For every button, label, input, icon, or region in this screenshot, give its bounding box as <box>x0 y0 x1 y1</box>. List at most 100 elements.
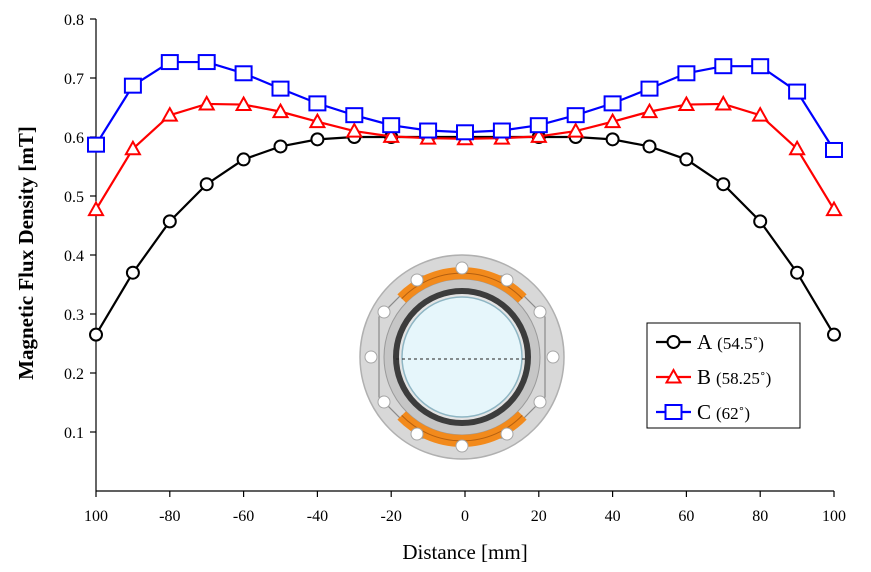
series-b-point <box>271 102 290 119</box>
series-a-point <box>642 139 657 154</box>
y-tick-label: 0.4 <box>64 248 84 265</box>
series-b-point <box>825 200 843 217</box>
series-a-point <box>790 265 805 280</box>
legend-entry-c: C (62˚) <box>656 400 750 424</box>
series-c-point <box>714 58 733 75</box>
legend-series-angle: (54.5˚) <box>717 334 764 353</box>
series-c <box>87 54 843 158</box>
series-b-point <box>161 106 179 122</box>
x-axis-title: Distance [mm] <box>402 540 527 564</box>
series-b-point <box>124 139 142 156</box>
series-c-point <box>271 80 290 97</box>
series-a-point <box>605 132 620 147</box>
legend-marker <box>664 404 683 420</box>
legend-label: A (54.5˚) <box>697 330 764 354</box>
legend-series-name: A <box>697 330 713 354</box>
x-tick-label: -60 <box>233 508 254 525</box>
x-tick-label: 100 <box>84 508 108 525</box>
series-c-point <box>603 95 622 112</box>
series-b-point <box>751 106 769 122</box>
legend-entry-a: A (54.5˚) <box>656 330 764 354</box>
series-a-point <box>827 327 841 342</box>
series-c-point <box>751 58 770 75</box>
series-c-point <box>382 117 401 134</box>
series-c-point <box>677 65 696 82</box>
series-a-point <box>753 214 768 229</box>
y-tick-label: 0.5 <box>64 189 84 206</box>
series-a-point <box>310 132 325 147</box>
y-tick-label: 0.8 <box>64 12 84 29</box>
series-c-point <box>197 54 216 71</box>
series-c-point <box>566 107 585 124</box>
legend: A (54.5˚) B (58.25˚) C (62˚) <box>646 322 801 429</box>
x-tick-label: 100 <box>822 508 846 525</box>
x-tick-label: -20 <box>381 508 402 525</box>
legend-entries: A (54.5˚) B (58.25˚) C (62˚) <box>656 330 771 424</box>
series-c-point <box>788 83 807 100</box>
x-tick-label: 60 <box>678 508 694 525</box>
y-tick-label: 0.6 <box>64 130 84 147</box>
y-ticks: 0.1 0.2 0.3 0.4 0.5 0.6 0.7 0.8 <box>64 12 96 442</box>
series-a-point <box>125 265 140 280</box>
series-a-point <box>679 152 694 167</box>
axes: 0.1 0.2 0.3 0.4 0.5 0.6 0.7 0.8 100 -80 -60 -40 -20… <box>64 12 846 525</box>
legend-series-name: B <box>697 365 711 389</box>
series-c-point <box>456 124 474 141</box>
series-a-point <box>273 139 288 154</box>
y-tick-label: 0.2 <box>64 366 84 383</box>
series-b-point <box>788 139 806 156</box>
x-ticks: 100 -80 -60 -40 -20 0 20 40 60 80 100 <box>84 491 846 525</box>
legend-series-angle: (62˚) <box>716 404 750 423</box>
series-c-point <box>529 117 548 134</box>
series-b-point <box>714 94 733 111</box>
y-tick-label: 0.3 <box>64 307 84 324</box>
x-tick-label: 80 <box>752 508 768 525</box>
series-a-point <box>162 214 177 229</box>
legend-series-name: C <box>697 400 711 424</box>
x-tick-label: 40 <box>605 508 621 525</box>
x-tick-label: 0 <box>461 508 469 525</box>
series-c-point <box>492 122 511 139</box>
legend-label: C (62˚) <box>697 400 750 424</box>
series-c-point <box>640 80 659 97</box>
legend-marker <box>664 367 683 384</box>
x-tick-label: -80 <box>159 508 180 525</box>
series-c-point <box>825 141 843 158</box>
series-b-point <box>640 102 659 119</box>
series-c-point <box>419 122 438 139</box>
y-tick-label: 0.7 <box>64 71 84 88</box>
series-a-point <box>89 327 103 342</box>
series-b-point <box>566 122 585 138</box>
series-b-point <box>308 112 327 129</box>
series-b-point <box>530 127 548 143</box>
series-layer <box>87 54 843 342</box>
series-b-point <box>234 95 253 112</box>
series-b <box>87 94 843 217</box>
legend-marker <box>666 335 681 349</box>
series-b-point <box>603 112 622 129</box>
series-b-point <box>197 94 216 111</box>
x-tick-label: -40 <box>307 508 328 525</box>
series-a-point <box>199 177 214 192</box>
legend-series-angle: (58.25˚) <box>716 369 771 388</box>
cross-section-diagram <box>359 254 565 460</box>
legend-label: B (58.25˚) <box>697 365 771 389</box>
series-c-point <box>160 54 179 71</box>
series-b-point <box>677 95 696 112</box>
series-c-point <box>87 136 105 153</box>
series-c-point <box>123 77 142 94</box>
series-a-point <box>236 152 251 167</box>
series-b-point <box>87 200 105 217</box>
series-b-point <box>345 122 364 138</box>
series-a-point <box>716 177 731 192</box>
legend-entry-b: B (58.25˚) <box>656 365 771 389</box>
y-tick-label: 0.1 <box>64 425 84 442</box>
series-b-point <box>382 127 400 143</box>
y-axis-title: Magnetic Flux Density [mT] <box>14 126 38 380</box>
series-b-line <box>95 102 835 211</box>
series-c-point <box>308 95 327 112</box>
series-c-point <box>345 107 364 124</box>
series-c-point <box>234 65 253 82</box>
x-tick-label: 20 <box>531 508 547 525</box>
